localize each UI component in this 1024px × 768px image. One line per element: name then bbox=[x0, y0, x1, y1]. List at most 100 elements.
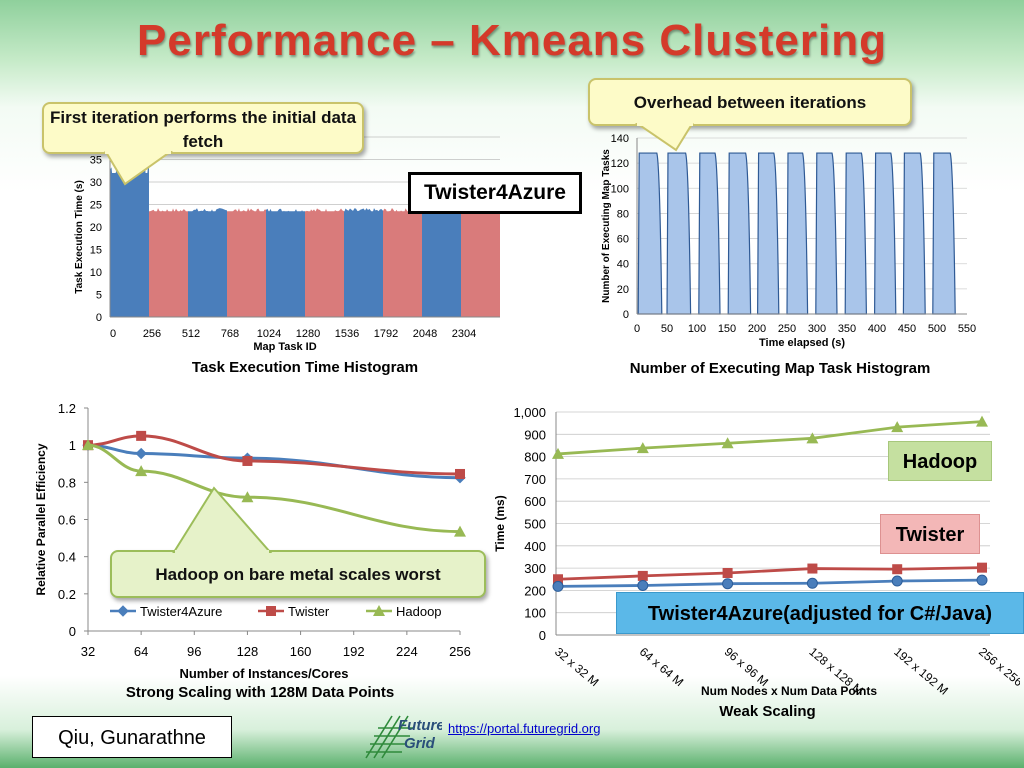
x-tick-label: 250 bbox=[778, 323, 796, 335]
y-tick-label: 0 bbox=[623, 309, 629, 321]
legend-marker bbox=[117, 605, 129, 617]
y-tick-label: 0.6 bbox=[58, 513, 76, 528]
data-point bbox=[977, 562, 987, 573]
x-tick-label: 256 x 256 M bbox=[976, 645, 1020, 698]
twister4azure-label: Twister4Azure bbox=[408, 172, 582, 214]
map-task-histogram-caption: Number of Executing Map Task Histogram bbox=[629, 360, 931, 377]
series-line bbox=[557, 420, 983, 456]
y-tick-label: 900 bbox=[524, 427, 546, 442]
histogram-jitter bbox=[422, 208, 461, 317]
y-tick-label: 40 bbox=[617, 259, 629, 271]
twister-label: Twister bbox=[880, 514, 980, 554]
task-execution-time-chart: 0510152025303540025651276810241280153617… bbox=[74, 135, 500, 353]
y-tick-label: 20 bbox=[617, 284, 629, 296]
y-tick-label: 10 bbox=[90, 267, 102, 279]
strong-scaling-caption: Strong Scaling with 128M Data Points bbox=[125, 684, 395, 701]
legend-label: Twister4Azure bbox=[140, 604, 222, 619]
twister4azure-adjusted-label: Twister4Azure(adjusted for C#/Java) bbox=[616, 592, 1024, 634]
executing-tasks-area bbox=[637, 152, 663, 315]
x-tick-label: 2048 bbox=[413, 328, 437, 340]
y-tick-label: 500 bbox=[524, 517, 546, 532]
y-tick-label: 0 bbox=[69, 624, 76, 639]
x-tick-label: 768 bbox=[221, 328, 239, 340]
histogram-jitter bbox=[227, 208, 266, 317]
authors-box: Qiu, Gunarathne bbox=[32, 716, 232, 758]
histogram-jitter bbox=[110, 152, 149, 317]
data-point bbox=[976, 574, 988, 586]
x-tick-label: 150 bbox=[718, 323, 736, 335]
data-point bbox=[806, 577, 818, 589]
x-tick-label: 1536 bbox=[335, 328, 359, 340]
series-line bbox=[557, 566, 983, 581]
data-point bbox=[806, 432, 819, 444]
data-point bbox=[722, 568, 733, 579]
x-tick-label: 192 x 192 M bbox=[891, 645, 951, 698]
y-tick-label: 0.2 bbox=[58, 587, 76, 602]
x-tick-label: 350 bbox=[838, 323, 856, 335]
x-tick-label: 300 bbox=[808, 323, 826, 335]
legend-label: Hadoop bbox=[396, 604, 442, 619]
histogram-jitter bbox=[344, 208, 383, 317]
x-tick-label: 0 bbox=[110, 328, 116, 340]
executing-tasks-area bbox=[815, 152, 838, 315]
data-point bbox=[136, 430, 147, 441]
data-point bbox=[637, 570, 648, 581]
x-tick-label: 64 x 64 M bbox=[637, 645, 686, 690]
overhead-callout: Overhead between iterations bbox=[588, 78, 912, 126]
data-point bbox=[637, 579, 649, 591]
x-tick-label: 96 bbox=[187, 644, 201, 659]
series-line-twister bbox=[87, 434, 461, 476]
futuregrid-logo: Future Grid bbox=[362, 708, 445, 762]
data-point bbox=[553, 574, 563, 585]
data-point bbox=[892, 564, 903, 575]
y-axis-label: Time (ms) bbox=[493, 495, 507, 551]
data-point bbox=[135, 447, 147, 460]
executing-tasks-area bbox=[756, 152, 780, 315]
weak-scaling-chart: 0 100 200 300 400 500 600 700 800 900 1,000 32 x 32… bbox=[493, 405, 1020, 698]
y-tick-label: 400 bbox=[524, 539, 546, 554]
x-tick-label: 224 bbox=[396, 644, 418, 659]
y-axis-label: Number of Executing Map Tasks bbox=[601, 149, 612, 303]
y-tick-label: 20 bbox=[90, 222, 102, 234]
executing-tasks-area bbox=[786, 152, 809, 315]
overhead-callout-pointer bbox=[634, 122, 694, 152]
y-tick-label: 100 bbox=[524, 606, 546, 621]
x-tick-label: 192 bbox=[343, 644, 365, 659]
data-point bbox=[82, 439, 94, 451]
y-tick-label: 600 bbox=[524, 494, 546, 509]
executing-tasks-area bbox=[932, 152, 956, 315]
portal-link[interactable]: https://portal.futuregrid.org bbox=[448, 721, 601, 736]
hadoop-label: Hadoop bbox=[888, 441, 992, 481]
data-point bbox=[891, 575, 903, 587]
data-point bbox=[976, 415, 988, 427]
y-axis-label: Relative Parallel Efficiency bbox=[34, 443, 48, 595]
y-tick-label: 100 bbox=[611, 183, 629, 195]
x-tick-label: 32 bbox=[81, 644, 95, 659]
y-tick-label: 30 bbox=[90, 177, 102, 189]
executing-tasks-area bbox=[666, 152, 692, 315]
series-line bbox=[557, 578, 983, 588]
legend-marker bbox=[373, 605, 385, 616]
y-tick-label: 120 bbox=[611, 158, 629, 170]
y-tick-label: 1,000 bbox=[513, 405, 546, 420]
histogram-jitter bbox=[461, 208, 500, 317]
hadoop-worst-callout-pointer bbox=[172, 486, 273, 554]
data-point bbox=[135, 465, 148, 477]
data-point bbox=[891, 421, 904, 433]
weak-scaling-caption: Weak Scaling bbox=[719, 703, 816, 720]
y-tick-label: 25 bbox=[90, 200, 102, 212]
hadoop-worst-callout: Hadoop on bare metal scales worst bbox=[110, 550, 486, 598]
y-tick-label: 80 bbox=[617, 208, 629, 220]
y-tick-label: 35 bbox=[90, 155, 102, 167]
y-tick-label: 200 bbox=[524, 583, 546, 598]
y-tick-label: 700 bbox=[524, 472, 546, 487]
hadoop-worst-callout-text: Hadoop on bare metal scales worst bbox=[155, 565, 441, 584]
x-tick-label: 2304 bbox=[452, 328, 476, 340]
x-tick-label: 64 bbox=[134, 644, 148, 659]
legend-label: Twister bbox=[288, 604, 330, 619]
data-point bbox=[552, 447, 564, 459]
y-tick-label: 0 bbox=[96, 312, 102, 324]
logo-line2: Grid bbox=[404, 735, 436, 752]
y-tick-label: 0 bbox=[539, 628, 546, 643]
x-tick-label: 96 x 96 M bbox=[722, 645, 771, 690]
